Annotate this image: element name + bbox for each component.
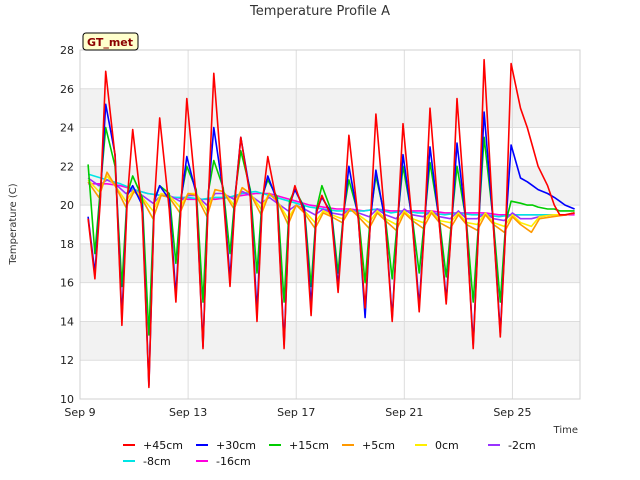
legend-label: 0cm xyxy=(435,439,459,452)
legend-item: +15cm xyxy=(269,439,329,452)
y-tick-label: 20 xyxy=(60,199,74,212)
x-tick-labels: Sep 9 Sep 13 Sep 17 Sep 21 Sep 25 xyxy=(64,406,531,419)
legend-item: 0cm xyxy=(415,439,459,452)
y-axis-label: Temperature (C) xyxy=(8,183,19,265)
legend-label: -16cm xyxy=(216,455,251,468)
y-tick-label: 22 xyxy=(60,160,74,173)
y-tick-label: 28 xyxy=(60,44,74,57)
annotation-label: GT_met xyxy=(87,36,133,49)
legend-label: -8cm xyxy=(143,455,171,468)
x-tick-label: Sep 17 xyxy=(277,406,315,419)
legend-item: +5cm xyxy=(342,439,395,452)
y-tick-label: 16 xyxy=(60,277,74,290)
legend-item: -2cm xyxy=(488,439,536,452)
legend-item: +45cm xyxy=(123,439,183,452)
y-tick-labels: 10 12 14 16 18 20 22 24 26 28 xyxy=(60,44,74,406)
legend-item: -16cm xyxy=(196,455,251,468)
x-tick-label: Sep 21 xyxy=(385,406,423,419)
plot-frame xyxy=(79,49,581,400)
y-tick-label: 24 xyxy=(60,122,74,135)
legend-label: +30cm xyxy=(216,439,256,452)
legend-label: +15cm xyxy=(289,439,329,452)
band xyxy=(80,88,580,128)
band xyxy=(80,321,580,361)
legend-item: -8cm xyxy=(123,455,171,468)
y-tick-label: 26 xyxy=(60,83,74,96)
y-tick-label: 12 xyxy=(60,354,74,367)
x-axis-label: Time xyxy=(553,425,578,436)
legend-item: +30cm xyxy=(196,439,256,452)
chart-title: Temperature Profile A xyxy=(249,4,390,19)
y-tick-label: 18 xyxy=(60,238,74,251)
legend-label: -2cm xyxy=(508,439,536,452)
series-line-+45cm xyxy=(87,58,575,389)
band xyxy=(80,166,580,206)
annotation-box: GT_met xyxy=(82,32,139,51)
y-tick-label: 10 xyxy=(60,393,74,406)
legend-label: +45cm xyxy=(143,439,183,452)
legend-label: +5cm xyxy=(362,439,395,452)
x-tick-label: Sep 13 xyxy=(169,406,207,419)
y-tick-label: 14 xyxy=(60,315,74,328)
legend: +45cm +30cm +15cm +5cm 0cm -2cm -8cm -16cm xyxy=(123,439,536,468)
series-layer xyxy=(87,58,575,389)
x-tick-label: Sep 9 xyxy=(64,406,95,419)
x-tick-label: Sep 25 xyxy=(493,406,531,419)
